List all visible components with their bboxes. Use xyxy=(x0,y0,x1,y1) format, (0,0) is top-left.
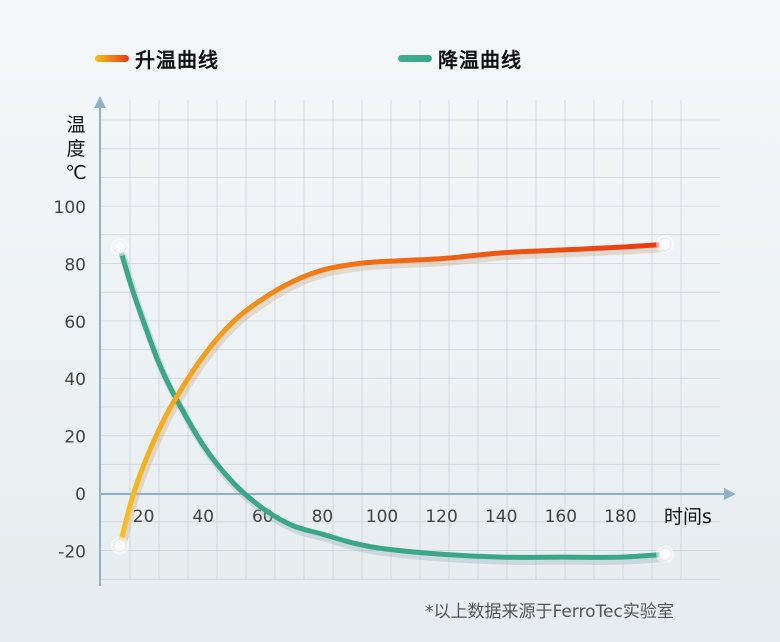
legend-item-cooling: 降温曲线 xyxy=(398,40,522,76)
x-tick-label: 40 xyxy=(192,507,214,527)
cooling-series-line xyxy=(117,244,668,560)
y-tick-label: 20 xyxy=(64,428,86,448)
chart-axes xyxy=(94,96,736,586)
y-axis-arrow-icon xyxy=(94,96,106,108)
data-source-footnote: *以上数据来源于FerroTec实验室 xyxy=(425,602,674,622)
legend-label-cooling: 降温曲线 xyxy=(438,47,522,72)
legend-item-heating: 升温曲线 xyxy=(95,40,219,76)
y-tick-label: -20 xyxy=(58,542,86,562)
y-axis-title-char: 温 xyxy=(66,114,85,136)
x-tick-label: 180 xyxy=(604,507,636,527)
x-axis-title: 时间s xyxy=(664,506,712,528)
cooling-swatch-icon xyxy=(398,54,432,62)
axis-titles: 温度℃ 时间s xyxy=(65,114,712,528)
x-tick-label: 140 xyxy=(485,507,517,527)
y-tick-label: 40 xyxy=(64,370,86,390)
y-axis-title-char: 度 xyxy=(66,138,85,160)
chart-series xyxy=(110,235,675,565)
y-tick-label: 0 xyxy=(75,485,86,505)
y-tick-label: 100 xyxy=(54,198,86,218)
x-tick-label: 80 xyxy=(312,507,334,527)
cooling-start-point xyxy=(113,240,127,254)
y-axis-title-char: ℃ xyxy=(65,162,86,184)
legend-label-heating: 升温曲线 xyxy=(135,47,219,72)
heating-end-point xyxy=(658,237,672,251)
chart-grid xyxy=(100,100,720,580)
x-tick-label: 160 xyxy=(545,507,577,527)
heating-swatch-icon xyxy=(95,54,129,62)
x-tick-label: 100 xyxy=(366,507,398,527)
heating-line-shadow xyxy=(118,244,668,551)
x-tick-label: 120 xyxy=(425,507,457,527)
y-tick-label: 60 xyxy=(64,313,86,333)
chart-legend: 升温曲线 降温曲线 xyxy=(0,40,780,76)
heating-series-line xyxy=(117,241,668,549)
x-tick-label: 20 xyxy=(133,507,155,527)
x-axis-arrow-icon xyxy=(724,488,736,500)
heating-start-point xyxy=(113,539,127,553)
y-tick-label: 80 xyxy=(64,255,86,275)
cooling-end-point xyxy=(658,547,672,561)
